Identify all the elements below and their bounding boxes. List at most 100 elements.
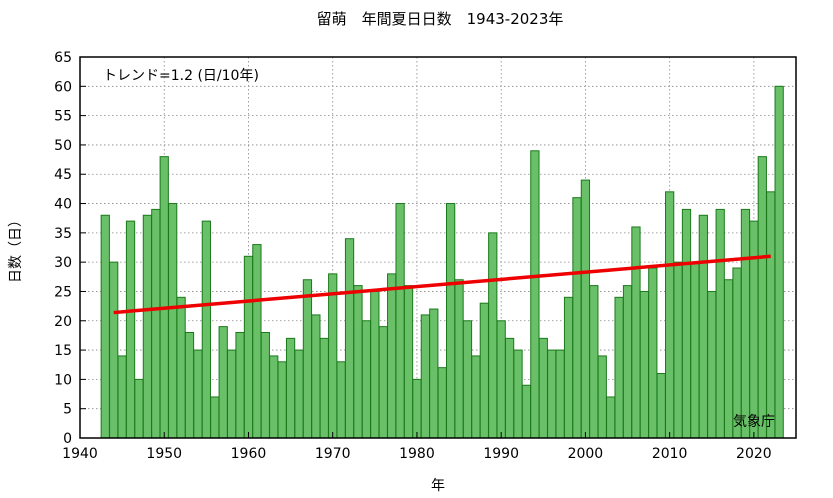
bar-2006 — [631, 226, 641, 439]
y-tick-label: 5 — [63, 402, 72, 418]
y-tick-label: 35 — [54, 226, 72, 242]
bar-1948 — [142, 214, 153, 439]
x-tick-label: 2010 — [652, 446, 688, 462]
bar-1989 — [488, 232, 498, 439]
bar-1979 — [403, 285, 414, 439]
bar-2001 — [589, 285, 599, 439]
bar-1975 — [370, 290, 380, 439]
x-tick-label: 1950 — [146, 446, 182, 462]
bars — [100, 85, 784, 439]
y-tick-label: 65 — [54, 50, 72, 66]
y-tick-label: 40 — [54, 197, 72, 213]
y-tick-label: 20 — [54, 314, 72, 330]
x-axis-label: 年 — [431, 478, 445, 494]
bar-2018 — [732, 267, 742, 439]
bar-2005 — [622, 285, 633, 439]
y-axis-ticks: 0 5 10 15 20 25 30 35 40 45 50 55 60 65 — [54, 50, 86, 447]
bar-1967 — [302, 279, 313, 439]
bar-1983 — [437, 367, 447, 439]
bar-1977 — [387, 273, 397, 439]
bar-1944 — [109, 261, 119, 439]
bar-1957 — [218, 326, 228, 439]
y-tick-label: 45 — [54, 167, 72, 183]
bar-2009 — [656, 373, 666, 439]
bar-2019 — [740, 208, 751, 439]
bar-1955 — [201, 220, 211, 439]
plot-frame — [79, 56, 797, 439]
y-tick-label: 55 — [54, 109, 72, 125]
bar-2004 — [614, 296, 624, 439]
bar-1958 — [226, 349, 237, 439]
bar-2008 — [648, 267, 658, 439]
bar-1973 — [353, 285, 363, 439]
bar-1949 — [151, 208, 161, 439]
bar-2015 — [707, 290, 717, 439]
bar-1950 — [159, 156, 169, 439]
bar-2007 — [639, 290, 650, 439]
bar-1963 — [269, 355, 279, 439]
y-tick-label: 10 — [54, 372, 72, 388]
bar-2000 — [580, 179, 591, 439]
bar-2002 — [597, 355, 607, 439]
bar-2013 — [690, 261, 700, 439]
trend-line — [113, 254, 771, 315]
bar-1946 — [125, 220, 136, 439]
y-axis-label: 日数（日） — [8, 213, 24, 283]
bar-1965 — [285, 337, 296, 439]
bar-2021 — [757, 156, 767, 439]
bar-2020 — [749, 220, 759, 439]
bar-1996 — [547, 349, 557, 439]
bar-2017 — [723, 279, 734, 439]
x-tick-label: 2000 — [568, 446, 604, 462]
bar-1991 — [504, 337, 515, 439]
bar-1956 — [210, 396, 220, 439]
bar-2014 — [698, 214, 708, 439]
bar-1962 — [260, 331, 270, 439]
x-tick-label: 1990 — [483, 446, 519, 462]
bar-1987 — [471, 355, 481, 439]
y-tick-label: 0 — [63, 431, 72, 447]
bar-1997 — [555, 349, 565, 439]
x-tick-label: 1970 — [315, 446, 351, 462]
bar-1961 — [252, 244, 262, 439]
bar-2010 — [665, 191, 675, 439]
bar-1952 — [176, 296, 186, 439]
bar-1947 — [134, 378, 144, 439]
y-tick-label: 60 — [54, 79, 72, 95]
bar-1976 — [378, 326, 388, 439]
bar-1988 — [479, 302, 489, 439]
bar-1993 — [521, 384, 532, 439]
y-tick-label: 50 — [54, 138, 72, 154]
bar-1968 — [311, 314, 321, 439]
x-axis-ticks: 1940 1950 1960 1970 1980 1990 2000 2010 2020 — [62, 432, 772, 462]
bar-2016 — [715, 208, 725, 439]
source-label: 気象庁 — [733, 414, 775, 430]
bar-1964 — [277, 361, 287, 439]
trend-line-group — [113, 254, 771, 315]
bar-1985 — [454, 279, 464, 439]
bar-1998 — [563, 296, 574, 439]
bar-1954 — [193, 349, 203, 439]
bar-2022 — [766, 191, 776, 439]
chart-title: 留萌 年間夏日日数 1943-2023年 — [317, 10, 564, 28]
bar-1990 — [496, 320, 506, 439]
bar-1970 — [328, 273, 338, 439]
bar-1953 — [184, 331, 195, 439]
bar-1995 — [538, 337, 548, 439]
bar-1984 — [446, 203, 456, 439]
x-tick-label: 1940 — [62, 446, 98, 462]
bar-1960 — [243, 255, 254, 439]
x-tick-label: 1960 — [231, 446, 267, 462]
bar-1999 — [572, 197, 582, 439]
x-tick-label: 1980 — [399, 446, 435, 462]
bar-1978 — [395, 203, 405, 439]
bar-1992 — [513, 349, 523, 439]
bar-1986 — [462, 320, 473, 439]
bar-1981 — [420, 314, 430, 439]
y-tick-label: 30 — [54, 255, 72, 271]
bar-1994 — [530, 150, 540, 439]
bar-2012 — [681, 208, 692, 439]
bar-1943 — [100, 214, 110, 439]
bar-1980 — [412, 378, 422, 439]
